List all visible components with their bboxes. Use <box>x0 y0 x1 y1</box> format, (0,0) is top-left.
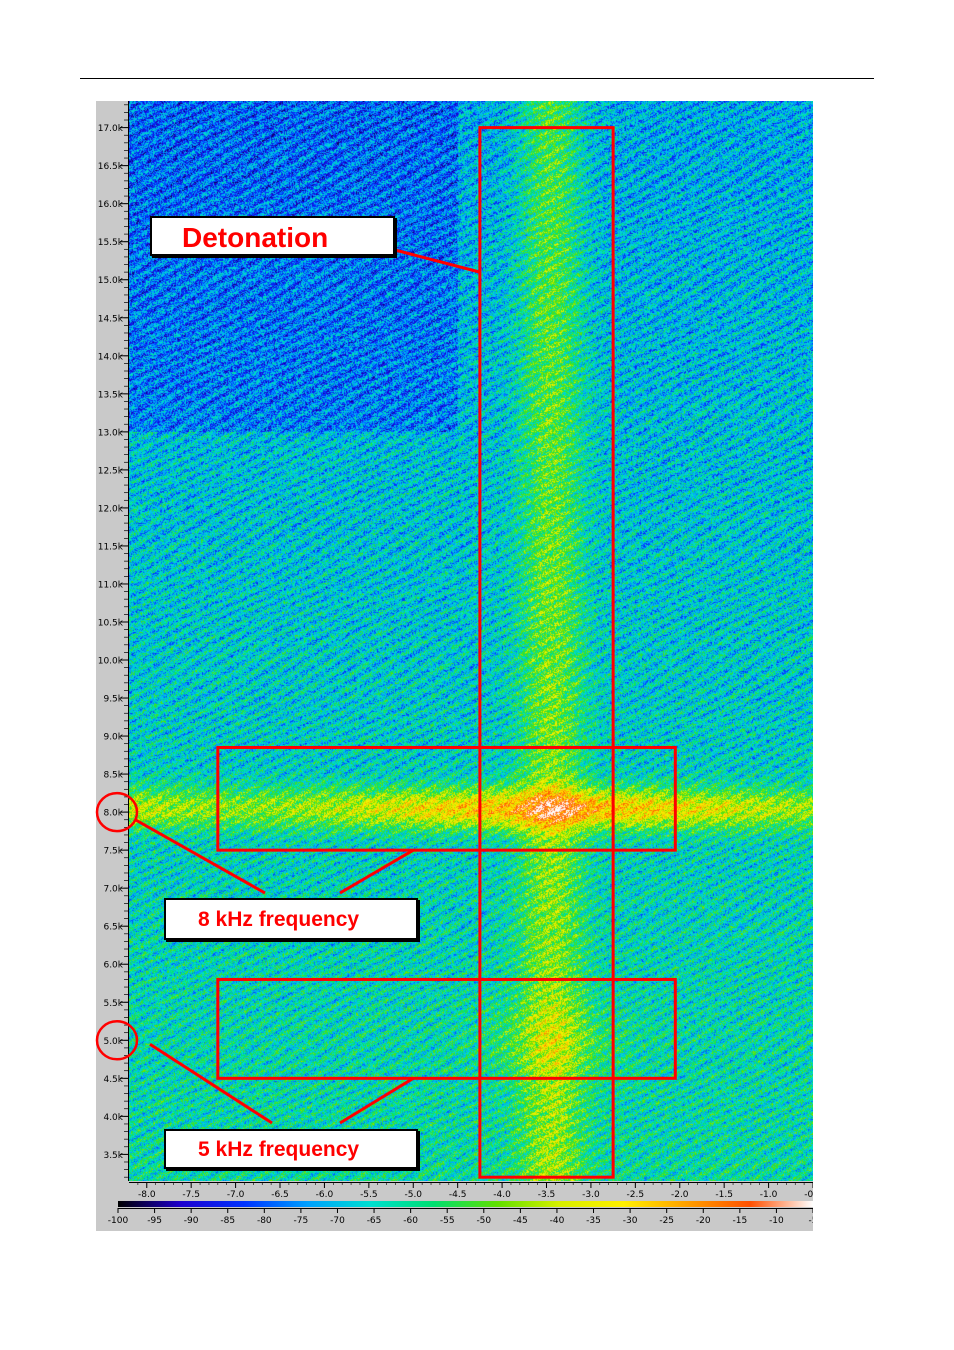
spectrogram-axes: 17.0k 16.5k 16.0k 15.5k 15.0k 14.5k 14.0k 13.5k… <box>98 101 813 1226</box>
y-tick-label: 12.5k <box>98 466 124 476</box>
y-tick-label: 8.5k <box>103 771 123 781</box>
colorbar-tick-label: -25 <box>659 1216 674 1226</box>
y-tick-label: 12.0k <box>98 504 124 514</box>
y-tick-label: 11.0k <box>98 580 124 590</box>
colorbar-tick-label: -20 <box>696 1216 711 1226</box>
y-tick-label: 6.0k <box>103 961 123 971</box>
colorbar-tick-label: -15 <box>732 1216 747 1226</box>
y-tick-label: 3.5k <box>103 1151 123 1161</box>
x-tick-label: -6.0 <box>316 1190 334 1200</box>
colorbar-tick-label: -70 <box>330 1216 345 1226</box>
colorbar-tick-label: -55 <box>440 1216 455 1226</box>
colorbar-tick-label: -45 <box>513 1216 528 1226</box>
colorbar-tick-label: -75 <box>294 1216 309 1226</box>
freq-8k-label: 8 kHz frequency <box>198 908 360 931</box>
y-tick-label: 9.0k <box>103 733 123 743</box>
x-tick-label: -1.5 <box>715 1190 733 1200</box>
x-tick-label: -7.0 <box>227 1190 245 1200</box>
colorbar-tick-label: -10 <box>769 1216 784 1226</box>
y-tick-label: 14.5k <box>98 314 124 324</box>
x-tick-label: -4.5 <box>449 1190 467 1200</box>
colorbar-tick-label: -90 <box>184 1216 199 1226</box>
y-tick-label: 5.5k <box>103 999 123 1009</box>
x-tick-label: -3.5 <box>538 1190 556 1200</box>
y-tick-label: 10.0k <box>98 657 124 667</box>
y-tick-label: 13.5k <box>98 390 124 400</box>
x-tick-label: -5.0 <box>404 1190 422 1200</box>
y-tick-label: 16.0k <box>98 200 124 210</box>
x-tick-label: -7.5 <box>182 1190 200 1200</box>
y-tick-label: 13.0k <box>98 428 124 438</box>
y-tick-label: 4.5k <box>103 1075 123 1085</box>
colorbar-tick-label: -80 <box>257 1216 272 1226</box>
colorbar-tick-label: -85 <box>220 1216 235 1226</box>
x-tick-label: -8.0 <box>138 1190 156 1200</box>
y-tick-label: 4.0k <box>103 1113 123 1123</box>
y-tick-label: 7.5k <box>103 847 123 857</box>
x-tick-label: -3.0 <box>582 1190 600 1200</box>
y-tick-label: 8.0k <box>103 809 123 819</box>
x-tick-label: -6.5 <box>271 1190 289 1200</box>
y-tick-label: 16.5k <box>98 162 124 172</box>
detonation-callout: Detonation <box>150 216 395 256</box>
x-tick-label: -2.0 <box>671 1190 689 1200</box>
y-tick-label: 5.0k <box>103 1037 123 1047</box>
colorbar-tick-label: -60 <box>403 1216 418 1226</box>
colorbar <box>118 1201 813 1207</box>
colorbar-tick-label: -5 <box>809 1216 813 1226</box>
y-tick-label: 11.5k <box>98 542 124 552</box>
colorbar-tick-label: -30 <box>623 1216 638 1226</box>
colorbar-tick-label: -65 <box>367 1216 382 1226</box>
spectrogram-window: 17.0k 16.5k 16.0k 15.5k 15.0k 14.5k 14.0k 13.5k… <box>96 101 813 1231</box>
y-tick-label: 6.5k <box>103 923 123 933</box>
x-tick-label: -0.5 <box>804 1190 813 1200</box>
y-tick-label: 14.0k <box>98 352 124 362</box>
y-tick-label: 7.0k <box>103 885 123 895</box>
y-tick-label: 15.5k <box>98 238 124 248</box>
x-tick-label: -2.5 <box>627 1190 645 1200</box>
colorbar-tick-label: -35 <box>586 1216 601 1226</box>
detonation-label: Detonation <box>182 222 329 253</box>
colorbar-tick-label: -95 <box>147 1216 162 1226</box>
y-tick-label: 17.0k <box>98 124 124 134</box>
header-rule <box>80 78 874 79</box>
x-tick-label: -1.0 <box>760 1190 778 1200</box>
freq-5k-callout: 5 kHz frequency <box>164 1129 418 1169</box>
freq-5k-label: 5 kHz frequency <box>198 1138 360 1161</box>
x-tick-label: -4.0 <box>493 1190 511 1200</box>
freq-8k-callout: 8 kHz frequency <box>164 898 418 940</box>
y-tick-label: 10.5k <box>98 618 124 628</box>
y-tick-label: 15.0k <box>98 276 124 286</box>
colorbar-tick-label: -100 <box>108 1216 129 1226</box>
y-tick-label: 9.5k <box>103 695 123 705</box>
colorbar-tick-label: -50 <box>476 1216 491 1226</box>
colorbar-tick-label: -40 <box>550 1216 565 1226</box>
x-tick-label: -5.5 <box>360 1190 378 1200</box>
